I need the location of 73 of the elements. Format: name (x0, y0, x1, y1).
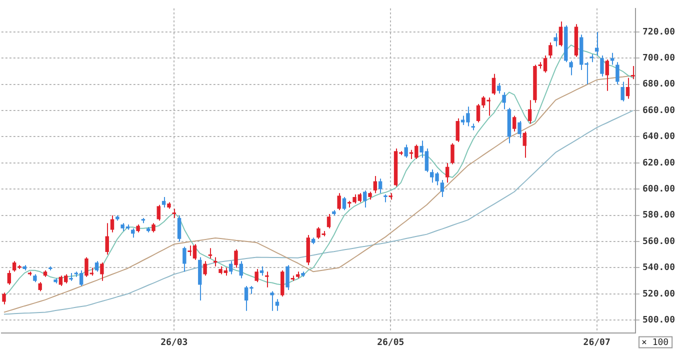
candlestick (260, 266, 264, 276)
candlestick (373, 176, 378, 194)
candlestick (100, 262, 104, 282)
candlestick (476, 104, 480, 123)
y-tick-label: 720.00 (642, 27, 676, 38)
candlestick (182, 246, 186, 272)
y-tick-label: 560.00 (642, 236, 676, 247)
candlestick (162, 196, 166, 208)
candlestick (569, 60, 573, 76)
candlestick (228, 260, 233, 275)
candlestick (105, 222, 109, 256)
candlestick (110, 214, 114, 233)
candlestick (445, 162, 450, 184)
candlestick (502, 92, 506, 110)
y-tick-label: 600.00 (642, 184, 676, 194)
x-tick-label: 26/07 (583, 338, 610, 348)
candlestick (234, 248, 238, 268)
candlestick (450, 142, 454, 165)
y-tick-label: 540.00 (642, 263, 676, 274)
candlestick (497, 82, 501, 94)
candlestick (94, 260, 99, 272)
x-tick-label: 26/03 (160, 338, 188, 348)
y-tick-label: 700.00 (642, 54, 676, 64)
candlestick (558, 20, 563, 47)
candlestick (554, 32, 558, 47)
candlestick (528, 100, 532, 124)
candlestick (131, 228, 135, 238)
candlestick (214, 256, 218, 267)
candlestick (492, 73, 496, 96)
candlestick (631, 66, 635, 80)
candlestick (286, 264, 290, 290)
candlestick (203, 260, 207, 276)
candlestick (440, 179, 444, 198)
candlestick (512, 115, 516, 132)
candlestick (280, 270, 284, 298)
candlestick (600, 55, 604, 78)
candlestick (378, 178, 382, 194)
candlestick (156, 204, 161, 222)
candlestick (456, 118, 460, 142)
candlestick (518, 120, 522, 139)
y-tick-label: 640.00 (642, 132, 676, 142)
candlestick (172, 208, 176, 218)
candlestick (7, 270, 12, 286)
candlestick (326, 214, 331, 229)
y-tick-label: 520.00 (642, 289, 676, 300)
candlestick (620, 81, 624, 102)
y-tick-label: 620.00 (642, 158, 676, 168)
candlestick (152, 222, 156, 233)
candlestick (239, 260, 243, 279)
candlestick (342, 196, 346, 211)
candlestick (2, 292, 6, 305)
text: × 100 (641, 338, 669, 348)
y-tick-label: 660.00 (642, 106, 676, 116)
candlestick (626, 77, 630, 100)
candlestick (616, 62, 620, 85)
candlestick (38, 282, 42, 292)
candlestick (548, 42, 552, 59)
candlestick (605, 58, 609, 92)
candlestick (594, 31, 599, 56)
y-tick-label: 680.00 (642, 80, 676, 90)
candlestick (362, 190, 367, 208)
candlestick (404, 144, 408, 158)
candlestick (208, 248, 212, 260)
x-tick-label: 26/05 (377, 338, 404, 348)
candlestick (610, 52, 614, 66)
y-tick-label: 500.00 (642, 315, 676, 326)
candlestick (270, 290, 274, 312)
candlestick (254, 268, 258, 283)
candlestick (337, 192, 341, 211)
candlestick (522, 131, 527, 158)
candlestick (265, 271, 269, 288)
y-tick-label: 580.00 (642, 210, 676, 221)
candlestick (177, 214, 182, 242)
